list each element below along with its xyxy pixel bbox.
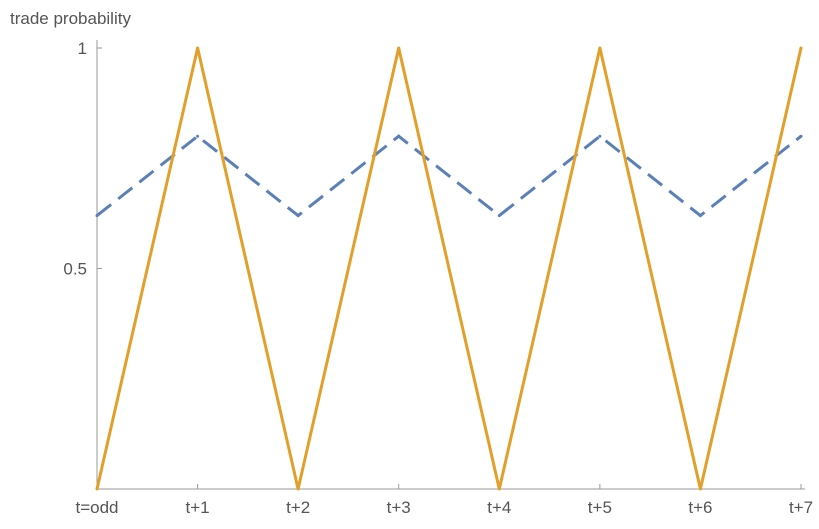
series-1-point bbox=[397, 46, 401, 50]
series-0-point bbox=[497, 214, 501, 218]
series-1-point bbox=[799, 46, 803, 50]
series-0-point bbox=[698, 214, 702, 218]
series-0-point bbox=[296, 214, 300, 218]
x-tick-label: t+2 bbox=[286, 498, 310, 517]
series-1-point bbox=[598, 46, 602, 50]
series-1-point bbox=[296, 487, 300, 491]
x-tick-label: t=odd bbox=[75, 498, 118, 517]
x-tick-label: t+6 bbox=[688, 498, 712, 517]
series-0-point bbox=[95, 214, 99, 218]
x-tick-label: t+4 bbox=[487, 498, 511, 517]
series-1-point bbox=[698, 487, 702, 491]
series-0-point bbox=[397, 134, 401, 138]
y-tick-label: 0.5 bbox=[63, 260, 87, 279]
x-tick-label: t+3 bbox=[387, 498, 411, 517]
x-tick-label: t+1 bbox=[186, 498, 210, 517]
x-tick-label: t+7 bbox=[789, 498, 813, 517]
solid-series-line bbox=[95, 47, 803, 490]
series-1-point bbox=[196, 46, 200, 50]
series-0-point bbox=[799, 134, 803, 138]
series-1-point bbox=[497, 487, 501, 491]
dashed-series-line bbox=[96, 134, 802, 218]
x-tick-label: t+5 bbox=[588, 498, 612, 517]
y-axis-label: trade probability bbox=[10, 9, 131, 28]
axis-ticks: t=odd t+1 t+2 t+3 t+4 t+5 t+6 t+7 0.5 1 bbox=[63, 39, 813, 517]
series-0-point bbox=[196, 134, 200, 138]
y-tick-label: 1 bbox=[78, 39, 87, 58]
series-layer bbox=[95, 46, 803, 491]
series-0-point bbox=[598, 134, 602, 138]
series-1-point bbox=[95, 487, 99, 491]
